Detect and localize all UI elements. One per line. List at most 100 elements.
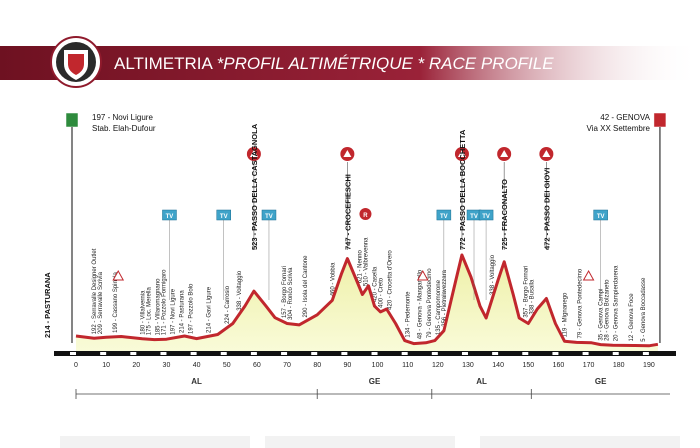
banner-band <box>0 46 700 80</box>
waypoint-label: 214 - Gavi Ligure <box>207 286 213 333</box>
waypoint-label: 48 - Genova - Manganello <box>418 269 424 339</box>
tv-label: TV <box>597 214 605 220</box>
header-banner: ALTIMETRIA *PROFIL ALTIMÉTRIQUE * RACE P… <box>0 36 700 88</box>
km-tick-label: 100 <box>372 362 384 369</box>
summit-label: 747 - CROCEFIESCHI <box>343 174 352 250</box>
waypoint-label: 199 - Cassano Spinola <box>113 271 119 332</box>
waypoint-label: 621 - Nenno <box>357 250 363 284</box>
waypoint-label: 171 - Pozzolo Formigaro <box>161 269 167 335</box>
profile-line <box>75 253 659 348</box>
km-axis-segment <box>461 352 468 355</box>
waypoint-label: 290 - Isola del Cantone <box>303 255 309 318</box>
tv-label: TV <box>220 214 228 220</box>
tv-label: TV <box>265 214 273 220</box>
feed-zone-label: R <box>363 213 368 219</box>
start-place: 197 - Novi Ligure <box>92 113 153 122</box>
title-main: ALTIMETRIA <box>114 54 217 73</box>
sprint-icon <box>112 269 125 281</box>
sprint-icon <box>416 269 429 281</box>
waypoint-label: 214 - Pasturana <box>180 290 186 333</box>
km-tick-label: 10 <box>102 362 110 369</box>
summit-label: 523 - PASSO DELLA CASTAGNOLA <box>250 123 259 250</box>
km-tick-label: 180 <box>613 362 625 369</box>
summit-label: 472 - PASSO DEI GIOVI <box>542 168 551 250</box>
waypoint-label: 35 - Genova Campi <box>599 289 605 341</box>
waypoint-label: 338 - Voltaggio <box>490 254 496 295</box>
region-label: AL <box>476 377 487 386</box>
start-flag-icon <box>65 112 79 128</box>
waypoint-label: 192 - Serravalle Designer Outlet <box>92 248 98 334</box>
km-axis-segment <box>582 352 589 355</box>
waypoint-label: 420 - Crocetta d'Orero <box>388 250 394 310</box>
km-axis-segment <box>130 352 137 355</box>
region-label: GE <box>595 377 607 386</box>
waypoint-label: 185 - Villaromagnano <box>155 278 161 336</box>
km-axis-segment <box>160 352 167 355</box>
info-panel <box>265 436 455 448</box>
km-axis-bar <box>54 351 676 356</box>
km-tick-label: 70 <box>283 362 291 369</box>
finish-flag-icon <box>653 112 667 128</box>
tv-label: TV <box>440 214 448 220</box>
waypoint-label: 304 - Ronco Scrivia <box>288 267 294 320</box>
waypoint-label: 134 - Pedemonte <box>406 291 412 338</box>
km-axis-segment <box>311 352 318 355</box>
profile-area <box>76 255 658 351</box>
km-axis-segment <box>100 352 107 355</box>
km-tick-label: 120 <box>432 362 444 369</box>
km-axis-segment <box>642 352 649 355</box>
waypoint-label: 157 - Borgo Fornari <box>282 266 288 318</box>
km-tick-label: 190 <box>643 362 655 369</box>
km-tick-label: 40 <box>193 362 201 369</box>
km-tick-label: 150 <box>522 362 534 369</box>
tv-label: TV <box>166 214 174 220</box>
km-tick-label: 20 <box>132 362 140 369</box>
km-tick-label: 30 <box>163 362 171 369</box>
waypoint-label: 5 - Genova Boccadasse <box>641 277 647 342</box>
region-label: GE <box>369 377 381 386</box>
km-tick-label: 130 <box>462 362 474 369</box>
km-tick-label: 110 <box>402 362 413 369</box>
mountain-icon <box>457 150 466 157</box>
km-axis-segment <box>70 352 76 355</box>
waypoint-label: 79 - Genova Pontedecimo <box>578 268 584 338</box>
waypoint-label: 197 - Pozzolo Bolo <box>189 283 195 334</box>
waypoint-label: 338 - Voltaggio <box>237 270 243 311</box>
finish-venue: Via XX Settembre <box>586 124 650 133</box>
waypoint-label: 256 - Pietralavezzara <box>442 269 448 326</box>
km-axis-segment <box>401 352 408 355</box>
mountain-icon <box>542 150 551 157</box>
km-tick-label: 80 <box>313 362 321 369</box>
km-axis-segment <box>371 352 378 355</box>
mountain-icon <box>500 150 509 157</box>
km-axis-segment <box>431 352 438 355</box>
km-axis-segment <box>190 352 197 355</box>
start-venue: Stab. Elah-Dufour <box>92 124 156 133</box>
sprint-icon <box>582 269 595 281</box>
km-axis-segment <box>250 352 257 355</box>
summit-label: 725 - FRACONALTO <box>500 179 509 250</box>
region-label: AL <box>191 377 202 386</box>
start-altitude: 214 - PASTURANA <box>43 272 52 338</box>
svg-text:ALTIMETRIA *PROFIL ALTIMÉTRIQU: ALTIMETRIA *PROFIL ALTIMÉTRIQUE * RACE P… <box>114 54 554 73</box>
waypoint-label: 224 - Carrosio <box>225 285 231 324</box>
km-axis-segment <box>492 352 499 355</box>
km-axis-segment <box>341 352 348 355</box>
waypoint-label: 460 - Vobbia <box>330 262 336 296</box>
km-tick-label: 50 <box>223 362 231 369</box>
waypoint-label: 197 - Novi Ligure <box>170 288 176 334</box>
km-axis-segment <box>552 352 559 355</box>
waypoint-label: 338 - Busalla <box>529 279 535 315</box>
mountain-icon <box>249 150 258 157</box>
waypoint-label: 79 - Genova Pontedecimo <box>427 268 433 338</box>
km-axis-segment <box>220 352 227 355</box>
tv-label: TV <box>470 214 478 220</box>
waypoint-label: 119 - Mignanego <box>562 292 568 337</box>
tv-label: TV <box>482 214 490 220</box>
waypoint-label: 400 - Creto <box>379 277 385 308</box>
waypoint-label: 20 - Genova Sampierdarena <box>614 265 620 341</box>
km-tick-label: 140 <box>492 362 504 369</box>
info-panel <box>480 436 680 448</box>
km-axis-segment <box>612 352 619 355</box>
km-tick-label: 170 <box>583 362 595 369</box>
